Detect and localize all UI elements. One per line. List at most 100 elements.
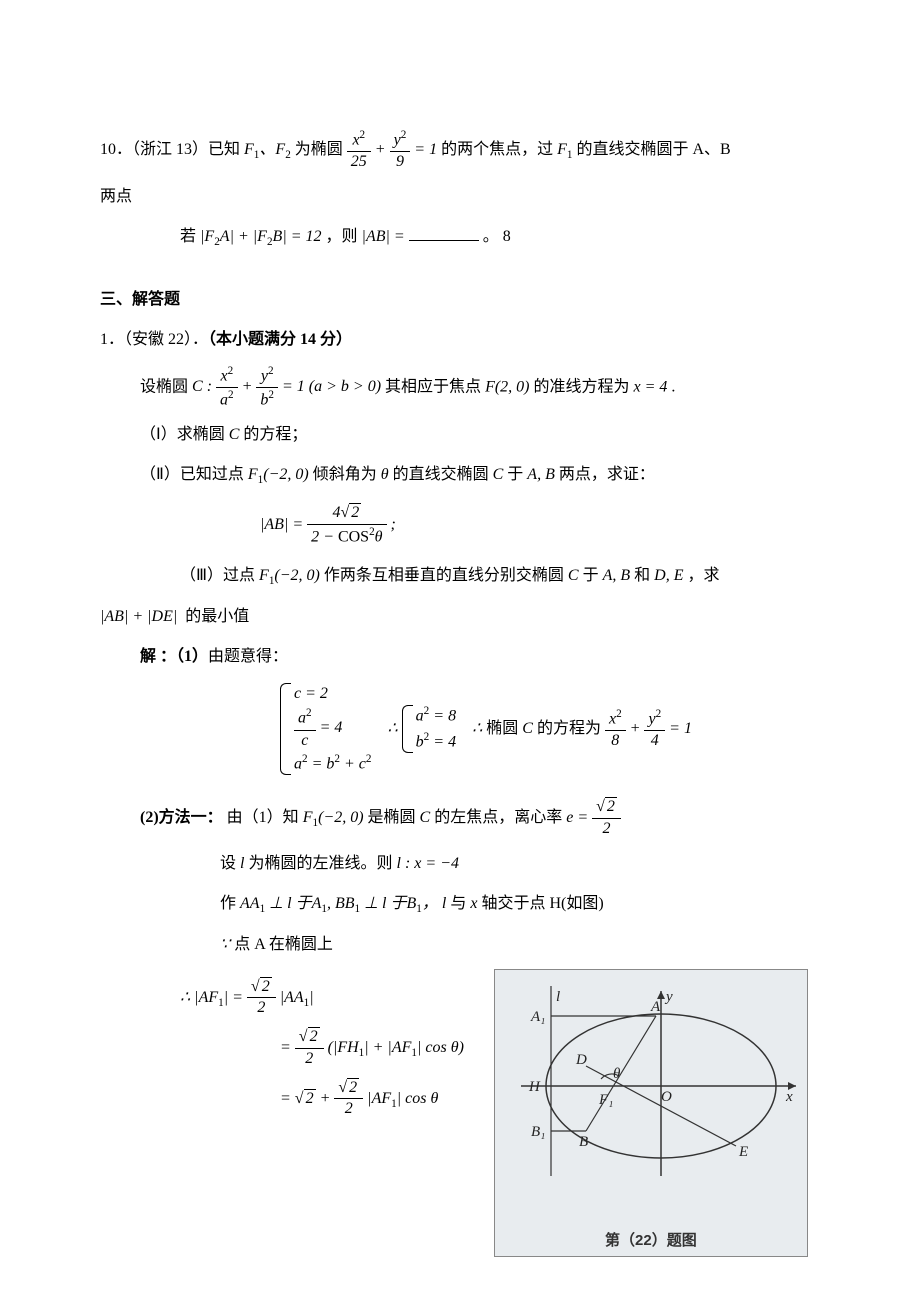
q10-f1b: F1 — [557, 141, 572, 158]
m2-a: 由（1）知 — [227, 809, 299, 826]
af1-eq3: = 2 + 22 |AF1| cos θ — [280, 1078, 464, 1121]
q1-iii-c: 于 — [583, 567, 599, 584]
q1-perp: 作 AA1 ⊥ l 于A1, BB1 ⊥ l 于B1， l 与 x 轴交于点 H… — [100, 888, 820, 921]
q1-i: （Ⅰ）求椭圆 — [140, 426, 225, 443]
because-sym: ∵ — [220, 936, 230, 953]
q1-min: |AB| + |DE| 的最小值 — [100, 601, 820, 633]
therefore-2: ∴ — [472, 720, 482, 737]
label-x: x — [785, 1089, 793, 1105]
q10-mid1: 为椭圆 — [295, 141, 343, 158]
q1-min-txt: 的最小值 — [185, 608, 249, 625]
diagram-caption: 第（22）题图 — [495, 1229, 807, 1250]
q1-theta: θ — [381, 466, 389, 483]
m2-label: (2)方法一： — [140, 809, 223, 826]
q1-ellipse-c: C : x2a2 + y2b2 = 1 (a > b > 0) — [192, 378, 385, 395]
q1-ab-formula: |AB| = 42 2 − COS2θ ; — [260, 503, 820, 548]
label-theta: θ — [613, 1066, 621, 1082]
q1-l1: 设椭圆 C : x2a2 + y2b2 = 1 (a > b > 0) 其相应于… — [100, 364, 820, 411]
q1-title: 1．（安徽 22）．（本小题满分 14 分） — [100, 324, 820, 356]
q1-ii: （Ⅱ）已知过点 — [140, 466, 244, 483]
q10-blank — [409, 224, 479, 241]
m2-e: e = 22 — [566, 809, 621, 826]
q10-mid3: 的直线交椭圆于 A、B — [576, 141, 730, 158]
q1-sol: 解 ：（1）由题意得： — [100, 641, 820, 673]
q1-l1-b: 其相应于焦点 — [385, 378, 481, 395]
q1-part-iii: （Ⅲ）过点 F1(−2, 0) 作两条互相垂直的直线分别交椭圆 C 于 A, B… — [100, 560, 820, 593]
sol-C: C — [522, 720, 533, 737]
l-eq: l : x = −4 — [396, 855, 458, 872]
brace-1: c = 2 a2c = 4 a2 = b2 + c2 — [280, 681, 371, 777]
right-col: l y x A₁ A H D θ O F₁ B₁ B E 第（22）题图 — [494, 969, 808, 1257]
q10-line2: 两点 — [100, 181, 820, 213]
q1-directrix: 设 l 为椭圆的左准线。则 l : x = −4 — [100, 848, 820, 880]
page: 10．（浙江 13）已知 F1、F2 为椭圆 x225 + y29 = 1 的两… — [0, 0, 920, 1297]
q10-line1: 10．（浙江 13）已知 F1、F2 为椭圆 x225 + y29 = 1 的两… — [100, 128, 820, 173]
q1-ii-c: 的直线交椭圆 — [393, 466, 489, 483]
num-y: y — [394, 131, 401, 148]
q1-iii-d: 和 — [634, 567, 650, 584]
left-col: ∴ |AF1| = 22 |AA1| = 22 (|FH1| + |AF1| c… — [100, 969, 464, 1129]
q10-period: 。 8 — [483, 228, 511, 245]
q10-eq12: = 12 — [291, 228, 322, 245]
q1-ii-b: 倾斜角为 — [313, 466, 377, 483]
q1-i-c: C — [229, 426, 240, 443]
q1-focus: F(2, 0) — [485, 378, 529, 395]
two-col: ∴ |AF1| = 22 |AA1| = 22 (|FH1| + |AF1| c… — [100, 969, 820, 1257]
q10-ellipse: x225 + y29 = 1 — [347, 141, 441, 158]
q1-abde: |AB| + |DE| — [100, 608, 177, 625]
sol-concl2: 的方程为 — [537, 720, 601, 737]
ldir2: 为椭圆的左准线。则 — [248, 855, 392, 872]
q1-i-b: 的方程； — [243, 426, 307, 443]
chord-ab — [586, 1016, 656, 1131]
m2-b: 是椭圆 — [368, 809, 416, 826]
label-A: A — [650, 999, 661, 1015]
q10-sum: |F2A| + |F2B| — [200, 228, 291, 245]
diagram-svg: l y x A₁ A H D θ O F₁ B₁ B E — [501, 976, 801, 1186]
q1-iii-e: ，求 — [688, 567, 720, 584]
q10-comma: ，则 — [326, 228, 358, 245]
q1-method2: (2)方法一： 由（1）知 F1(−2, 0) 是椭圆 C 的左焦点，离心率 e… — [100, 797, 820, 840]
q1-ii-e: 两点，求证： — [559, 466, 655, 483]
perp-b: 与 — [450, 895, 466, 912]
brace-2: a2 = 8 b2 = 4 — [402, 703, 456, 755]
num-x: x — [352, 131, 359, 148]
q1-x4: x = 4 — [634, 378, 668, 395]
q1-iii-AB: A, B — [603, 567, 631, 584]
af1-eq1: ∴ |AF1| = 22 |AA1| — [100, 977, 464, 1020]
q1-score: （本小题满分 14 分） — [208, 331, 352, 348]
perp-a: 作 — [220, 895, 236, 912]
label-l: l — [556, 989, 560, 1005]
perp-expr: AA1 ⊥ l 于A1, BB1 ⊥ l 于B1， — [240, 895, 438, 912]
q10-ab: |AB| = — [362, 228, 409, 245]
q10-cond: 若 — [180, 228, 196, 245]
q1-iii-DE: D, E — [654, 567, 683, 584]
m2-F1: F1(−2, 0) — [303, 809, 364, 826]
q1-ii-AB: A, B — [527, 466, 555, 483]
label-H: H — [528, 1079, 541, 1095]
label-B: B — [579, 1134, 588, 1150]
q1-sol-system: c = 2 a2c = 4 a2 = b2 + c2 ∴ a2 = 8 b2 =… — [280, 681, 820, 777]
den-a: 25 — [347, 152, 371, 173]
q1-part-ii: （Ⅱ）已知过点 F1(−2, 0) 倾斜角为 θ 的直线交椭圆 C 于 A, B… — [100, 459, 820, 492]
q1-sol-label: 解 ：（1） — [140, 648, 208, 665]
q10-f1: F1、F2 — [244, 141, 291, 158]
q1-f1: F1(−2, 0) — [248, 466, 309, 483]
q10-mid2: 的两个焦点，过 — [441, 141, 553, 158]
q1-ii-C2: C — [493, 466, 504, 483]
den-b: 9 — [390, 152, 411, 173]
q1-iii-F1: F1(−2, 0) — [259, 567, 320, 584]
q1-because: ∵ 点 A 在椭圆上 — [100, 929, 820, 961]
label-E: E — [738, 1144, 748, 1160]
q1-iii-b: 作两条互相垂直的直线分别交椭圆 — [324, 567, 564, 584]
q10-line3: 若 |F2A| + |F2B| = 12 ，则 |AB| = 。 8 — [100, 221, 820, 254]
q1-l1-a: 设椭圆 — [140, 378, 188, 395]
q1-ii-d: 于 — [507, 466, 523, 483]
perp-c: 轴交于点 H(如图) — [481, 895, 603, 912]
ldir: 设 — [220, 855, 236, 872]
sol-ellipse: x28 + y24 = 1 — [605, 720, 692, 737]
sol-concl: 椭圆 — [486, 720, 518, 737]
diagram: l y x A₁ A H D θ O F₁ B₁ B E 第（22）题图 — [494, 969, 808, 1257]
label-D: D — [575, 1052, 587, 1068]
label-A1: A₁ — [530, 1009, 545, 1025]
m2-C: C — [420, 809, 431, 826]
